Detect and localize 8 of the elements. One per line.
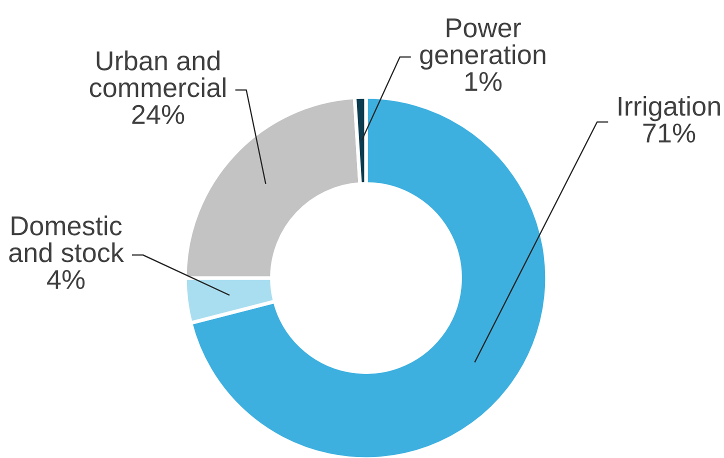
slice-label: Urban and commercial: [90, 50, 226, 98]
data-label: 1%: [465, 72, 502, 91]
slice-label: Domestic and stock: [9, 216, 124, 262]
data-label: 71%: [643, 124, 696, 143]
data-label: 4%: [47, 270, 85, 289]
slice-label: Power generation: [420, 18, 546, 70]
data-label: 24%: [132, 104, 184, 124]
slice-label: Irrigation: [618, 96, 720, 122]
